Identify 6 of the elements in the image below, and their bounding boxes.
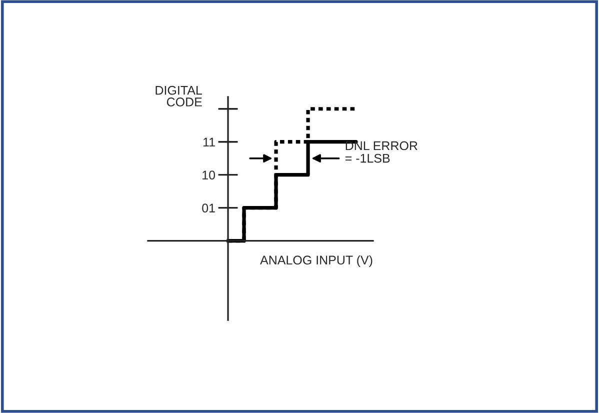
annotation: DNL ERROR = -1LSB xyxy=(345,141,418,163)
text: 10 xyxy=(202,170,216,180)
y-axis-title: DIGITAL CODE xyxy=(156,86,202,106)
text: 01 xyxy=(202,204,215,212)
text: 11 xyxy=(203,138,215,146)
x-axis-title: ANALOG INPUT (V) xyxy=(260,255,372,267)
